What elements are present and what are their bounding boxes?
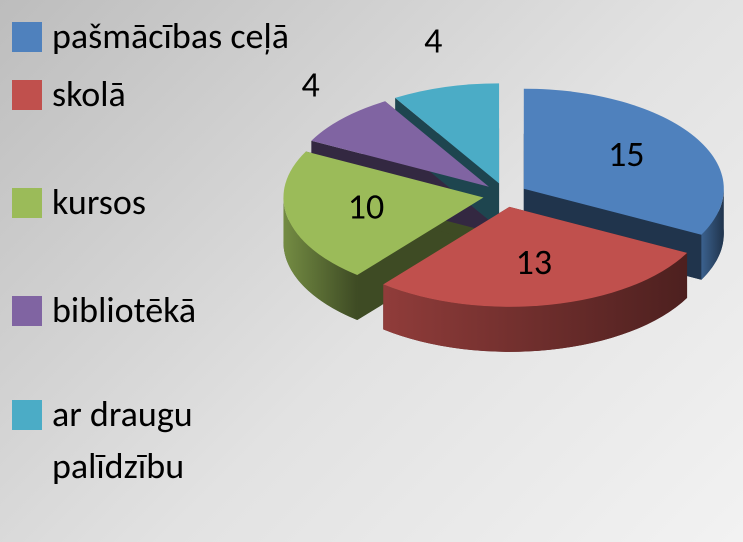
- legend-swatch: [12, 400, 42, 430]
- legend: pašmācības ceļā skolā kursos bibliotēkā ar d…: [12, 10, 292, 492]
- legend-swatch: [12, 80, 42, 110]
- legend-label: bibliotēkā: [52, 288, 197, 332]
- legend-label: skolā: [52, 72, 126, 116]
- data-label: 10: [348, 184, 385, 228]
- data-label: 4: [424, 18, 442, 62]
- slice: [311, 101, 489, 187]
- slice: [283, 151, 484, 276]
- legend-item: pašmācības ceļā: [12, 10, 292, 62]
- data-label: 4: [301, 62, 319, 106]
- slice: [395, 83, 500, 184]
- legend-label: kursos: [52, 180, 146, 224]
- legend-swatch: [12, 296, 42, 326]
- data-label: 15: [608, 132, 645, 176]
- slice: [523, 88, 724, 235]
- slice: [383, 206, 688, 307]
- legend-item: kursos: [12, 176, 292, 228]
- legend-item: bibliotēkā: [12, 284, 292, 336]
- slice-side: [383, 252, 688, 352]
- legend-item: skolā: [12, 68, 292, 120]
- legend-label: ar draugu palīdzību: [52, 392, 193, 488]
- data-label: 13: [516, 240, 553, 284]
- slice-side: [701, 188, 724, 280]
- legend-label: pašmācības ceļā: [52, 14, 289, 58]
- legend-swatch: [12, 188, 42, 218]
- legend-swatch: [12, 22, 42, 52]
- slice-side: [283, 197, 358, 321]
- legend-item: ar draugu palīdzību: [12, 388, 252, 492]
